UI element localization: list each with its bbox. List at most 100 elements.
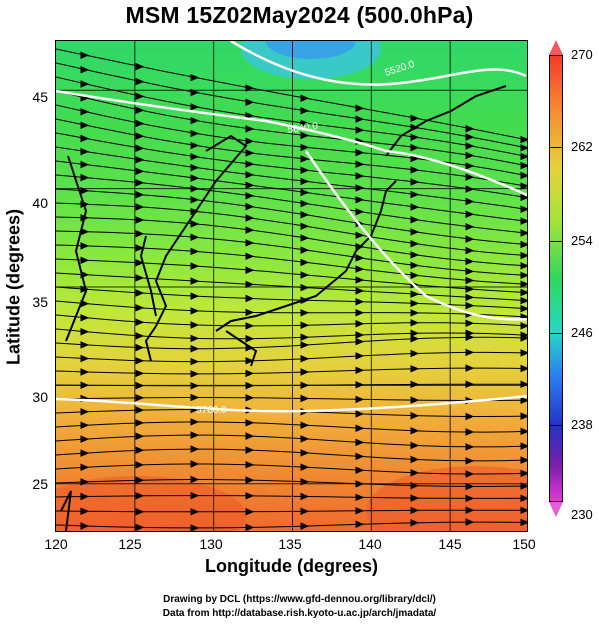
streamline-arrowhead <box>190 431 200 439</box>
streamline-arrowhead <box>80 173 90 182</box>
streamline-arrowhead <box>80 478 90 486</box>
streamline-arrowhead <box>465 276 475 285</box>
streamline-arrowhead <box>245 381 255 390</box>
streamline-arrowhead <box>520 380 527 389</box>
streamline <box>56 48 527 141</box>
x-tick-140: 140 <box>358 536 382 552</box>
colorbar-tickline <box>549 147 563 148</box>
streamline-arrowhead <box>245 137 255 146</box>
streamline-arrowhead <box>410 228 420 236</box>
streamline-arrowhead <box>245 394 255 402</box>
streamline-arrowhead <box>465 412 475 421</box>
streamline-arrowhead <box>300 188 310 197</box>
streamline-arrowhead <box>190 174 200 182</box>
colorbar-tick-246: 246 <box>571 325 593 340</box>
streamline-arrowhead <box>80 147 90 156</box>
streamline-arrowhead <box>80 134 90 143</box>
streamline-arrowhead <box>245 322 255 330</box>
streamline-arrowhead <box>245 181 255 189</box>
streamline-arrowhead <box>465 285 475 293</box>
streamline-arrowhead <box>135 167 145 176</box>
streamline-arrowhead <box>410 469 420 477</box>
streamline-arrowhead <box>80 354 90 363</box>
streamline-arrowhead <box>190 382 200 390</box>
streamline-arrowhead <box>245 226 255 234</box>
streamline-arrowhead <box>300 234 310 242</box>
streamline-arrowhead <box>300 94 310 102</box>
warm-region-west <box>56 476 246 531</box>
streamline-arrowhead <box>410 427 420 435</box>
streamline-arrowhead <box>355 331 365 339</box>
streamline-arrowhead <box>300 271 310 279</box>
y-axis-label: Latitude (degrees) <box>3 208 24 366</box>
colorbar <box>549 55 563 502</box>
streamline <box>56 160 527 222</box>
streamline-arrowhead <box>520 193 527 202</box>
streamline-arrowhead <box>245 125 255 133</box>
streamline-arrowhead <box>190 334 200 343</box>
streamline-arrowhead <box>80 65 90 74</box>
streamline-arrowhead <box>245 112 255 120</box>
streamline-arrowhead <box>355 352 365 360</box>
streamline-arrowhead <box>355 466 365 474</box>
streamline-arrowhead <box>300 381 310 390</box>
colorbar-tickline <box>549 241 563 242</box>
streamline-arrowhead <box>465 293 475 302</box>
streamline-arrowhead <box>410 349 420 358</box>
streamline-arrowhead <box>135 381 145 390</box>
streamline-arrowhead <box>410 215 420 224</box>
streamline-arrowhead <box>355 254 365 262</box>
streamline-arrowhead <box>465 301 475 310</box>
streamline-arrowhead <box>190 277 200 285</box>
streamline-arrowhead <box>135 507 145 516</box>
streamline-arrowhead <box>355 160 365 168</box>
streamline-arrowhead <box>520 280 527 288</box>
streamline-arrowhead <box>135 523 145 531</box>
streamline-arrowhead <box>520 171 527 180</box>
streamline-arrowhead <box>135 119 145 128</box>
streamline-arrowhead <box>520 251 527 260</box>
streamline-arrowhead <box>410 203 420 211</box>
streamline-arrowhead <box>190 220 200 228</box>
streamline-arrowhead <box>410 178 420 186</box>
streamline-arrowhead <box>190 116 200 125</box>
contour-label-5760: 5760.0 <box>196 405 227 416</box>
streamline <box>56 383 526 387</box>
streamline-arrowhead <box>80 381 90 389</box>
x-tick-135: 135 <box>278 536 302 552</box>
streamline-arrowhead <box>355 395 365 404</box>
streamline-arrowhead <box>245 476 255 484</box>
streamline-arrowhead <box>520 288 527 297</box>
colorbar-tick-254: 254 <box>571 233 593 248</box>
streamline-arrowhead <box>135 432 145 440</box>
streamline-arrowhead <box>520 412 527 420</box>
streamline-arrowhead <box>410 411 420 420</box>
streamline-arrowhead <box>410 154 420 163</box>
streamline-arrowhead <box>135 289 145 297</box>
colorbar-over-arrow <box>549 40 563 55</box>
streamline-arrowhead <box>245 294 255 303</box>
streamline-arrowhead <box>135 369 145 378</box>
streamline-arrowhead <box>245 507 255 516</box>
streamline-arrowhead <box>410 441 420 450</box>
contour-label-5520: 5520.0 <box>384 59 417 79</box>
streamline-arrowhead <box>465 133 475 141</box>
streamline-arrowhead <box>245 214 255 222</box>
streamline-arrowhead <box>520 322 527 330</box>
streamline-arrowhead <box>520 262 527 270</box>
streamline-arrowhead <box>465 428 475 436</box>
streamline-arrowhead <box>355 184 365 192</box>
streamline-arrowhead <box>520 482 527 490</box>
streamline-arrowhead <box>520 205 527 213</box>
colorbar-tick-230: 230 <box>571 507 593 522</box>
streamline-arrowhead <box>245 334 255 343</box>
streamline-arrowhead <box>135 203 145 211</box>
streamline-arrowhead <box>190 153 200 161</box>
streamline-arrowhead <box>300 368 310 376</box>
streamline-arrowhead <box>300 222 310 231</box>
streamline <box>56 132 527 198</box>
streamline-arrowhead <box>465 235 475 243</box>
streamline-arrowhead <box>355 452 365 461</box>
streamline-arrowhead <box>410 396 420 404</box>
streamline-arrowhead <box>135 106 145 114</box>
